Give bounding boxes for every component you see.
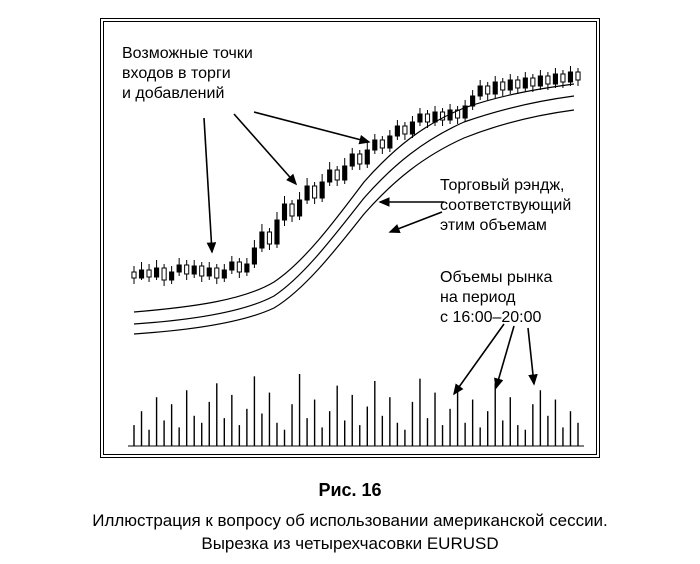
- figure-caption: Иллюстрация к вопросу об использовании а…: [0, 510, 700, 556]
- page: Возможные точки входов в торги и добавле…: [0, 0, 700, 564]
- annotation-entry-points: Возможные точки входов в торги и добавле…: [122, 44, 253, 104]
- caption-line-2: Вырезка из четырехчасовки EURUSD: [201, 534, 498, 553]
- chart-frame: Возможные точки входов в торги и добавле…: [100, 18, 600, 458]
- caption-line-1: Иллюстрация к вопросу об использовании а…: [92, 511, 608, 530]
- figure-label: Рис. 16: [0, 480, 700, 501]
- annotation-volumes: Объемы рынка на период с 16:00–20:00: [440, 268, 552, 328]
- annotation-trading-range: Торговый рэндж, соответствующий этим объ…: [440, 176, 571, 236]
